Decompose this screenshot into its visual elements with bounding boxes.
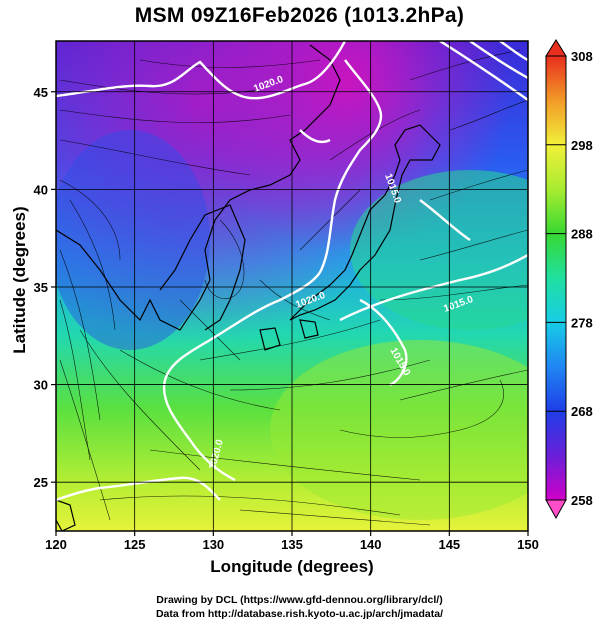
x-tick-label: 125 xyxy=(124,537,146,552)
x-ticks: 120 125 130 135 140 145 150 xyxy=(45,531,539,552)
grid xyxy=(56,41,528,531)
x-axis-label: Longitude (degrees) xyxy=(210,557,374,576)
x-tick-label: 130 xyxy=(202,537,224,552)
x-tick-label: 145 xyxy=(438,537,460,552)
coastlines xyxy=(56,44,441,531)
colorbar-label: 298 xyxy=(571,138,593,153)
map-title: MSM 09Z16Feb2026 (1013.2hPa) xyxy=(134,4,465,27)
isobars xyxy=(56,41,528,502)
y-tick-label: 40 xyxy=(34,182,48,197)
y-tick-label: 35 xyxy=(34,280,48,295)
y-tick-label: 25 xyxy=(34,475,48,490)
x-tick-label: 120 xyxy=(45,537,67,552)
y-tick-label: 45 xyxy=(34,85,48,100)
x-tick-label: 140 xyxy=(360,537,382,552)
colorbar-top-arrow xyxy=(545,39,567,57)
colorbar-bar xyxy=(545,55,567,501)
colorbar: 308 298 288 278 268 258 xyxy=(545,39,593,520)
x-tick-label: 135 xyxy=(281,537,303,552)
drawing-credit: Drawing by DCL (https://www.gfd-dennou.o… xyxy=(156,594,443,606)
colorbar-label: 278 xyxy=(571,315,593,330)
y-ticks: 25 30 35 40 45 xyxy=(34,85,56,490)
colorbar-label: 258 xyxy=(571,493,593,508)
temperature-field: 1020.0 1020.0 1015.0 1020.0 1015.0 1015.… xyxy=(56,41,528,531)
y-tick-label: 30 xyxy=(34,378,48,393)
x-tick-label: 150 xyxy=(517,537,539,552)
colorbar-label: 268 xyxy=(571,404,593,419)
colorbar-bottom-arrow xyxy=(545,499,567,520)
data-credit: Data from http://database.rish.kyoto-u.a… xyxy=(155,608,444,620)
colorbar-label: 308 xyxy=(571,49,593,64)
colorbar-label: 288 xyxy=(571,227,593,242)
